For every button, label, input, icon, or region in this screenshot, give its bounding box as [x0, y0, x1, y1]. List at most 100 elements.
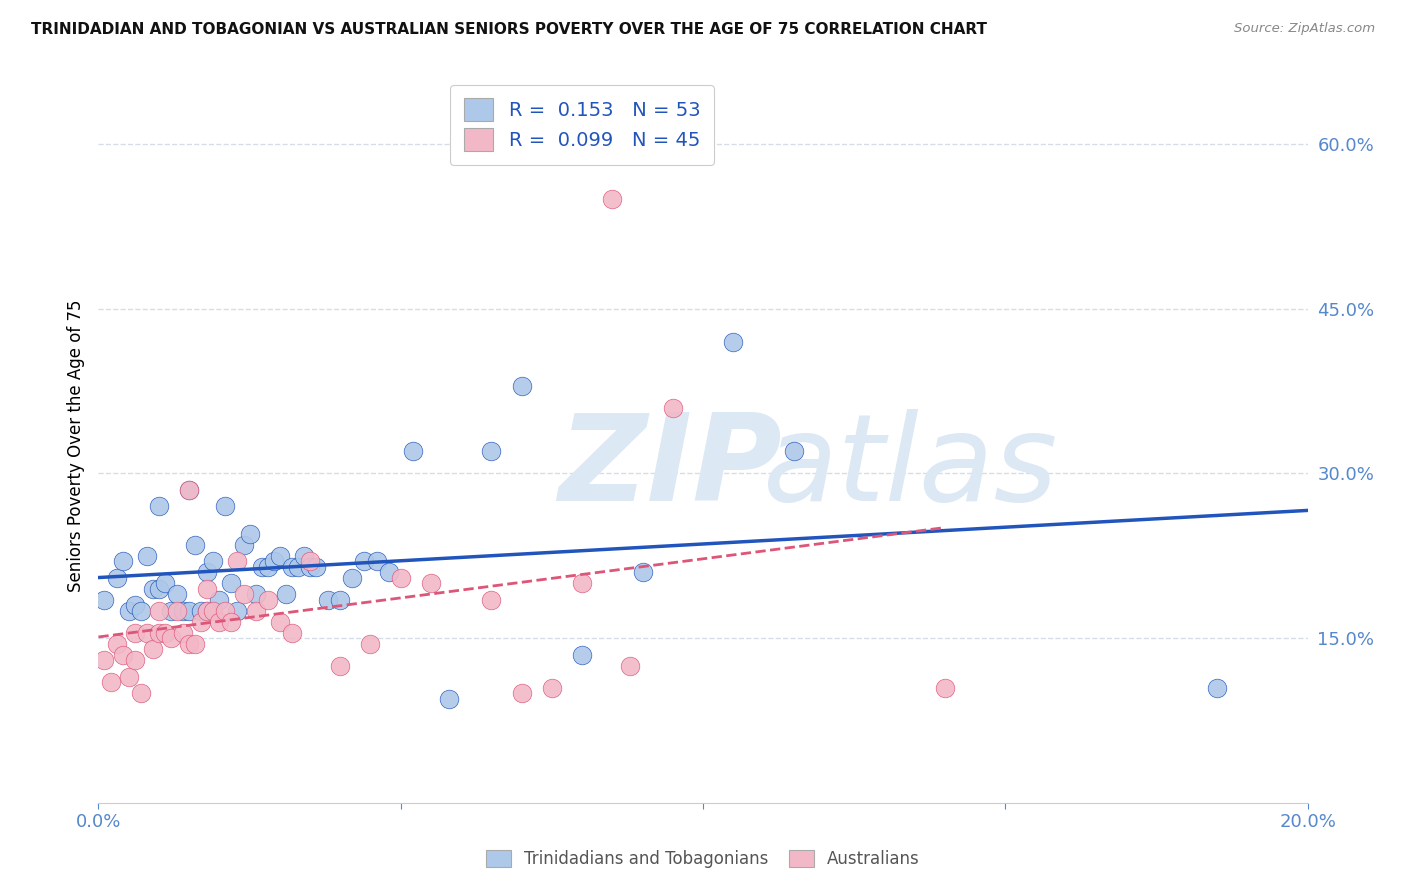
Point [142, 582, 165, 596]
Point [269, 549, 291, 563]
Point [232, 538, 254, 552]
Point [281, 559, 304, 574]
Point [153, 625, 176, 640]
Legend: Trinidadians and Tobagonians, Australians: Trinidadians and Tobagonians, Australian… [479, 843, 927, 875]
Point [166, 587, 188, 601]
Point [172, 625, 194, 640]
Point [402, 444, 425, 458]
Point [783, 444, 806, 458]
Point [111, 554, 134, 568]
Point [481, 444, 503, 458]
Point [245, 587, 267, 601]
Point [263, 554, 285, 568]
Point [389, 571, 412, 585]
Point [256, 559, 278, 574]
Text: TRINIDADIAN AND TOBAGONIAN VS AUSTRALIAN SENIORS POVERTY OVER THE AGE OF 75 CORR: TRINIDADIAN AND TOBAGONIAN VS AUSTRALIAN… [31, 22, 987, 37]
Point [195, 582, 218, 596]
Point [481, 592, 503, 607]
Point [239, 526, 262, 541]
Point [135, 549, 157, 563]
Point [232, 587, 254, 601]
Point [274, 587, 297, 601]
Point [934, 681, 956, 695]
Text: atlas: atlas [763, 409, 1059, 526]
Point [353, 554, 375, 568]
Point [111, 648, 134, 662]
Point [202, 554, 225, 568]
Point [184, 637, 207, 651]
Point [226, 604, 249, 618]
Point [437, 691, 460, 706]
Point [129, 604, 152, 618]
Point [172, 604, 194, 618]
Point [631, 566, 654, 580]
Point [153, 576, 176, 591]
Point [142, 642, 165, 657]
Point [540, 681, 562, 695]
Point [148, 500, 170, 514]
Point [571, 576, 593, 591]
Point [184, 538, 207, 552]
Point [619, 658, 641, 673]
Text: ZIP: ZIP [558, 409, 782, 526]
Point [1206, 681, 1229, 695]
Point [129, 686, 152, 700]
Point [214, 604, 236, 618]
Point [329, 592, 352, 607]
Point [221, 576, 243, 591]
Point [148, 604, 170, 618]
Point [179, 604, 201, 618]
Point [190, 604, 212, 618]
Point [160, 631, 183, 645]
Point [510, 686, 533, 700]
Point [287, 559, 309, 574]
Point [93, 653, 115, 667]
Point [221, 615, 243, 629]
Point [510, 378, 533, 392]
Point [299, 559, 322, 574]
Point [118, 604, 141, 618]
Point [195, 604, 218, 618]
Point [148, 582, 170, 596]
Point [202, 604, 225, 618]
Point [366, 554, 388, 568]
Point [245, 604, 267, 618]
Point [148, 625, 170, 640]
Point [195, 566, 218, 580]
Point [124, 625, 146, 640]
Point [179, 637, 201, 651]
Point [292, 549, 315, 563]
Point [571, 648, 593, 662]
Point [305, 559, 328, 574]
Point [269, 615, 291, 629]
Point [226, 554, 249, 568]
Point [342, 571, 364, 585]
Point [360, 637, 382, 651]
Point [118, 669, 141, 683]
Point [179, 483, 201, 497]
Point [124, 598, 146, 612]
Point [166, 604, 188, 618]
Text: Source: ZipAtlas.com: Source: ZipAtlas.com [1234, 22, 1375, 36]
Point [105, 571, 128, 585]
Point [329, 658, 352, 673]
Legend: R =  0.153   N = 53, R =  0.099   N = 45: R = 0.153 N = 53, R = 0.099 N = 45 [450, 85, 714, 164]
Point [602, 192, 624, 206]
Point [377, 566, 399, 580]
Point [124, 653, 146, 667]
Point [93, 592, 115, 607]
Point [208, 615, 231, 629]
Point [160, 604, 183, 618]
Point [723, 334, 745, 349]
Point [179, 483, 201, 497]
Point [214, 500, 236, 514]
Point [190, 615, 212, 629]
Point [256, 592, 278, 607]
Point [105, 637, 128, 651]
Point [299, 554, 322, 568]
Point [661, 401, 683, 415]
Point [316, 592, 339, 607]
Point [100, 675, 122, 690]
Point [208, 592, 231, 607]
Point [195, 604, 218, 618]
